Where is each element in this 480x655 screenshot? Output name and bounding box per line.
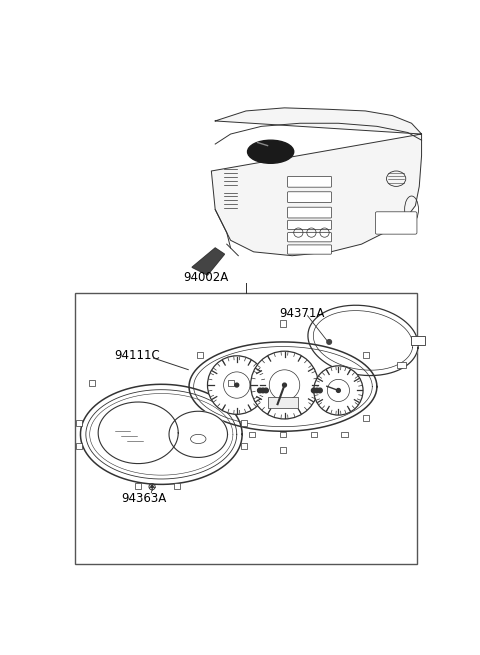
Ellipse shape xyxy=(248,140,294,163)
Circle shape xyxy=(235,383,239,387)
Circle shape xyxy=(283,383,287,387)
Polygon shape xyxy=(189,342,377,431)
Circle shape xyxy=(261,388,265,393)
Text: 94363A: 94363A xyxy=(122,492,167,505)
Bar xyxy=(197,415,204,421)
Bar xyxy=(240,420,247,426)
Polygon shape xyxy=(308,305,418,375)
Bar xyxy=(362,415,369,421)
Circle shape xyxy=(151,485,153,488)
Bar xyxy=(197,352,204,358)
FancyBboxPatch shape xyxy=(288,176,332,187)
Text: 94371A: 94371A xyxy=(279,307,324,320)
Bar xyxy=(397,362,407,367)
Circle shape xyxy=(207,356,266,415)
Bar xyxy=(76,420,82,426)
Circle shape xyxy=(314,388,319,393)
Bar xyxy=(411,336,425,345)
Bar xyxy=(249,432,255,438)
Circle shape xyxy=(327,340,332,345)
Circle shape xyxy=(312,388,316,393)
Circle shape xyxy=(314,365,363,415)
Bar xyxy=(280,320,286,327)
Text: 94111C: 94111C xyxy=(114,349,159,362)
Circle shape xyxy=(251,351,318,419)
Circle shape xyxy=(264,388,268,393)
Bar xyxy=(135,483,141,489)
FancyBboxPatch shape xyxy=(288,220,332,229)
Polygon shape xyxy=(211,108,421,255)
Bar xyxy=(218,432,225,438)
Bar xyxy=(75,293,417,564)
Bar xyxy=(174,483,180,489)
Bar xyxy=(311,432,317,438)
Bar xyxy=(280,432,286,438)
Bar xyxy=(240,443,247,449)
Circle shape xyxy=(318,388,322,393)
FancyBboxPatch shape xyxy=(288,245,332,254)
Polygon shape xyxy=(81,384,242,485)
Bar xyxy=(228,380,234,386)
Polygon shape xyxy=(98,402,178,464)
Circle shape xyxy=(258,388,262,393)
Bar xyxy=(362,352,369,358)
FancyBboxPatch shape xyxy=(288,192,332,202)
FancyBboxPatch shape xyxy=(288,207,332,218)
FancyBboxPatch shape xyxy=(288,233,332,242)
Bar xyxy=(341,432,348,438)
FancyBboxPatch shape xyxy=(375,212,417,234)
Bar xyxy=(280,447,286,453)
Polygon shape xyxy=(169,411,228,457)
Bar xyxy=(267,398,299,408)
Text: 94002A: 94002A xyxy=(183,271,228,284)
Bar xyxy=(89,380,95,386)
Polygon shape xyxy=(192,248,225,275)
Bar xyxy=(76,443,82,449)
Circle shape xyxy=(336,388,340,392)
